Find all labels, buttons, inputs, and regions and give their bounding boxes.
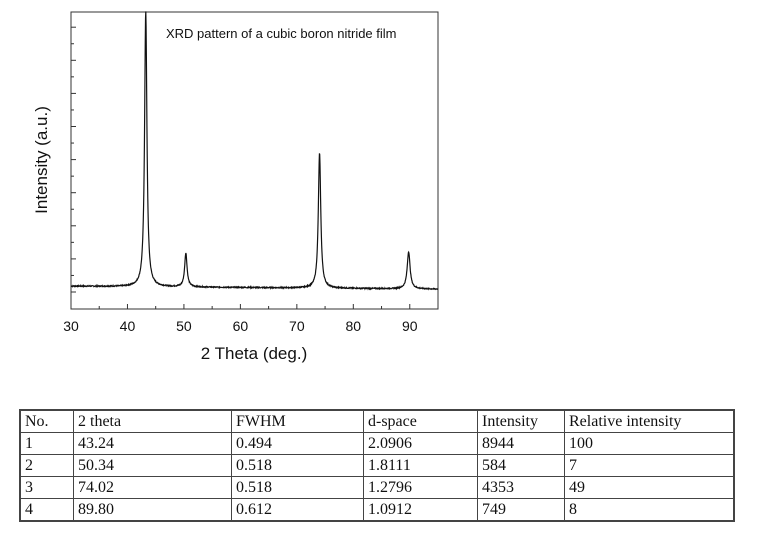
- header-relative-intensity: Relative intensity: [564, 410, 734, 433]
- cell: 100: [564, 432, 734, 455]
- y-ticks: [71, 26, 76, 293]
- cell: 7: [564, 454, 734, 477]
- cell: 1.8111: [363, 454, 478, 477]
- table-row: 2 50.34 0.518 1.8111 584 7: [20, 454, 734, 477]
- chart-title: XRD pattern of a cubic boron nitride fil…: [166, 26, 397, 41]
- cell: 8: [564, 498, 734, 521]
- cell: 4: [20, 498, 74, 521]
- table-row: 1 43.24 0.494 2.0906 8944 100: [20, 432, 734, 455]
- xrd-chart: 30 40 50 60 70 80 90 XRD pattern of a cubic bo…: [32, 11, 439, 363]
- cell: 74.02: [73, 476, 232, 499]
- cell: 0.494: [231, 432, 364, 455]
- cell: 1: [20, 432, 74, 455]
- cell: 0.518: [231, 454, 364, 477]
- x-tick-label: 90: [402, 318, 418, 334]
- x-tick-label: 70: [289, 318, 305, 334]
- cell: 1.0912: [363, 498, 478, 521]
- cell: 749: [477, 498, 565, 521]
- cell: 43.24: [73, 432, 232, 455]
- header-intensity: Intensity: [477, 410, 565, 433]
- cell: 1.2796: [363, 476, 478, 499]
- table-row: 3 74.02 0.518 1.2796 4353 49: [20, 476, 734, 499]
- cell: 3: [20, 476, 74, 499]
- table-row: 4 89.80 0.612 1.0912 749 8: [20, 498, 734, 521]
- y-axis-label: Intensity (a.u.): [32, 106, 51, 214]
- xrd-series-line: [70, 11, 439, 291]
- cell: 2.0906: [363, 432, 478, 455]
- table-header-row: No. 2 theta FWHM d-space Intensity Relat…: [20, 410, 734, 433]
- cell: 0.612: [231, 498, 364, 521]
- header-no: No.: [20, 410, 74, 433]
- cell: 584: [477, 454, 565, 477]
- x-tick-label: 40: [120, 318, 136, 334]
- header-d-space: d-space: [363, 410, 478, 433]
- peak-table: No. 2 theta FWHM d-space Intensity Relat…: [19, 409, 735, 522]
- x-tick-label: 30: [63, 318, 79, 334]
- cell: 49: [564, 476, 734, 499]
- header-2theta: 2 theta: [73, 410, 232, 433]
- cell: 4353: [477, 476, 565, 499]
- x-axis-label: 2 Theta (deg.): [201, 344, 307, 363]
- cell: 8944: [477, 432, 565, 455]
- x-tick-label: 80: [346, 318, 362, 334]
- plot-frame: [70, 11, 439, 310]
- cell: 2: [20, 454, 74, 477]
- header-fwhm: FWHM: [231, 410, 364, 433]
- x-ticks: 30 40 50 60 70 80 90: [63, 304, 439, 334]
- cell: 50.34: [73, 454, 232, 477]
- cell: 89.80: [73, 498, 232, 521]
- x-tick-label: 60: [233, 318, 249, 334]
- cell: 0.518: [231, 476, 364, 499]
- x-tick-label: 50: [176, 318, 192, 334]
